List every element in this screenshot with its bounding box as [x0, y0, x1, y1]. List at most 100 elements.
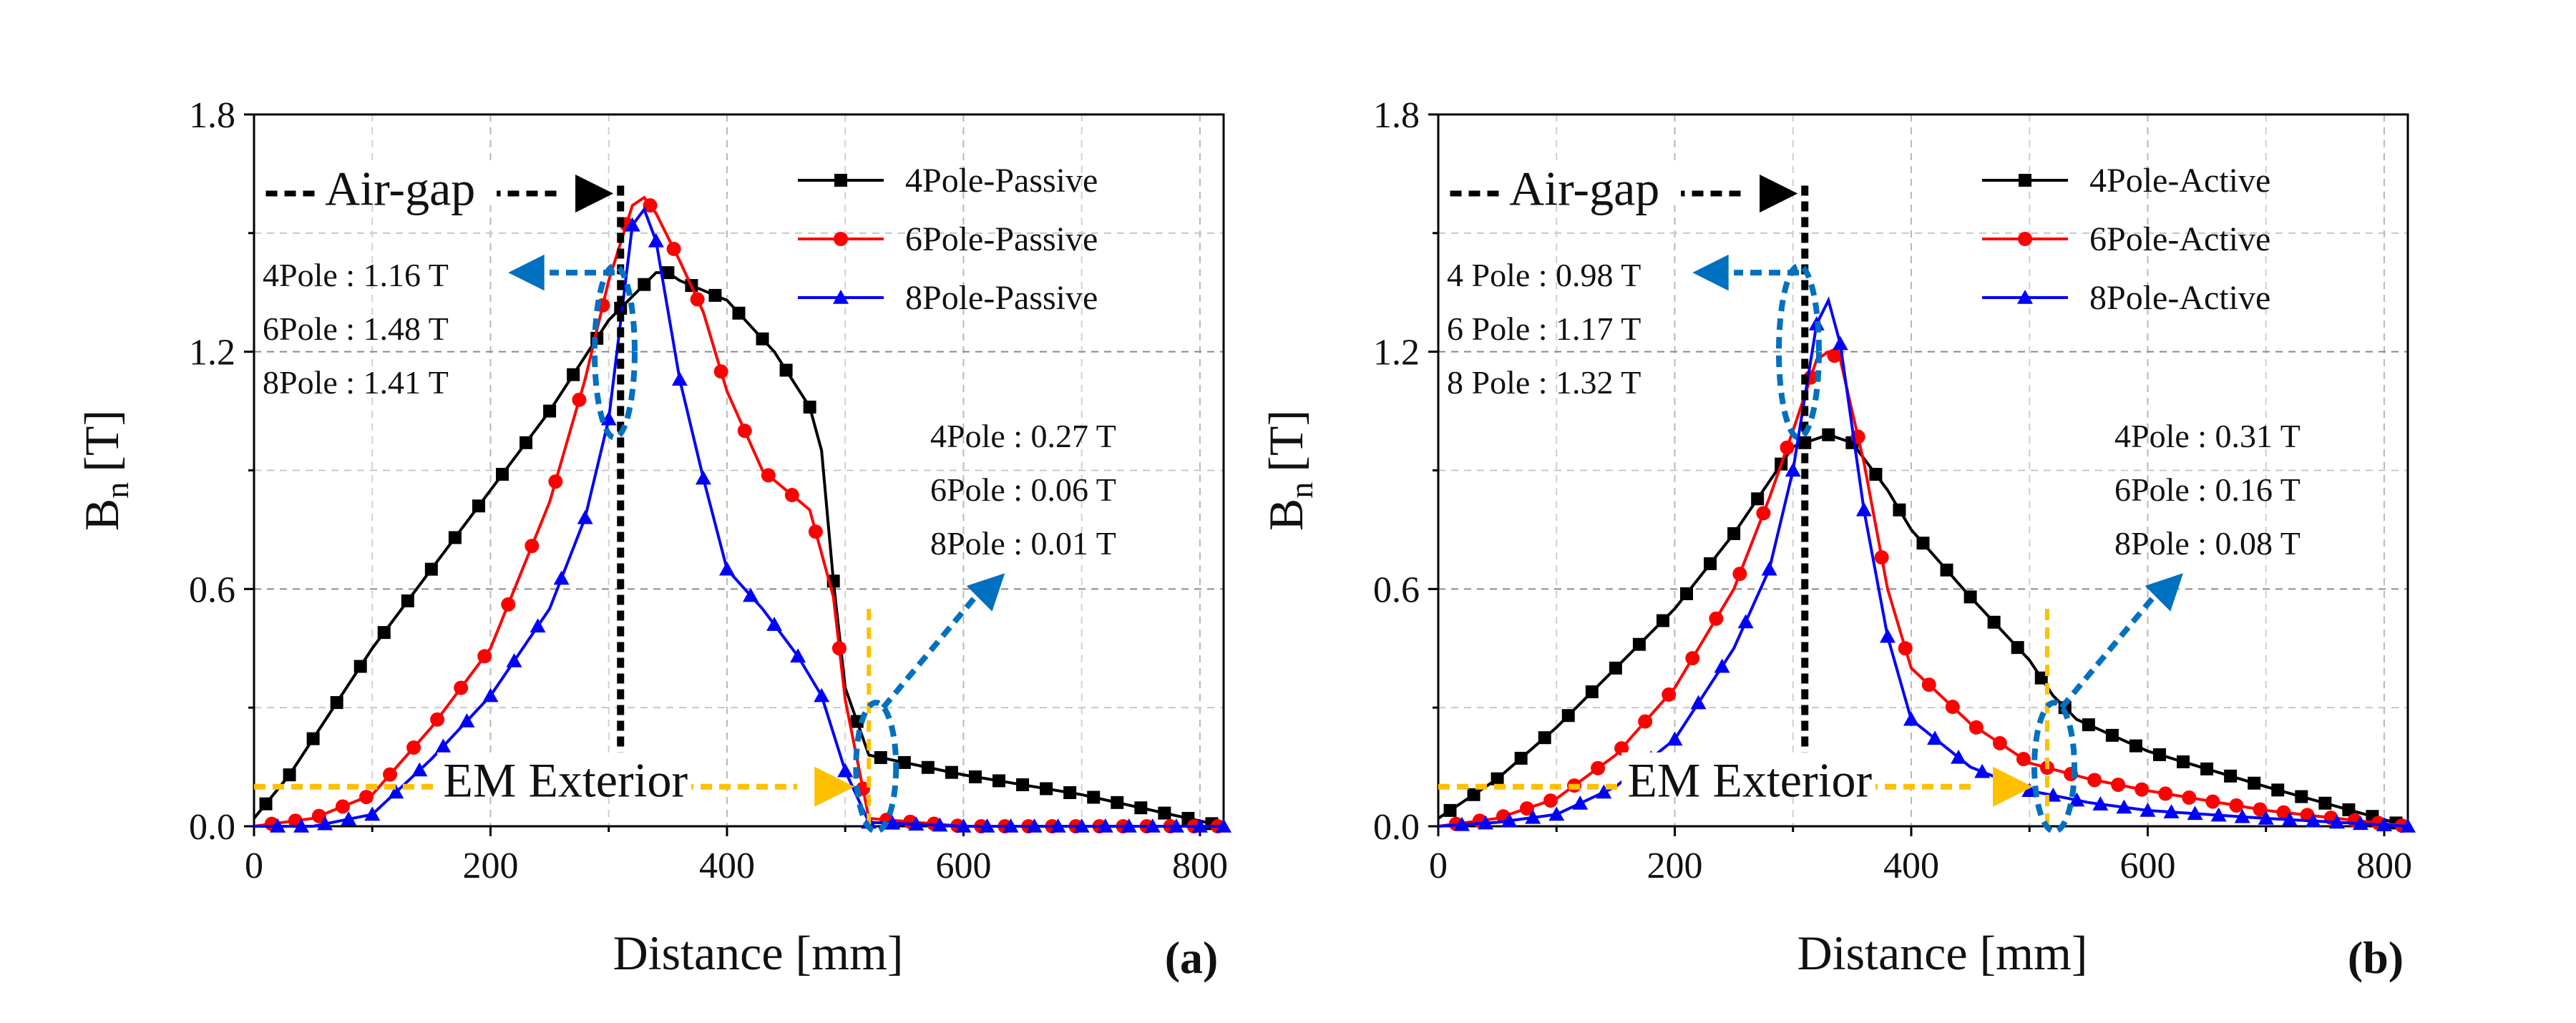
x-tick-label: 200: [1646, 846, 1702, 886]
exterior-value-text: 6Pole : 0.16 T: [2114, 471, 2301, 508]
data-point-8pole: [1050, 818, 1066, 833]
airgap-value-text: 4 Pole : 0.98 T: [1447, 257, 1641, 293]
exterior-callout-ellipse: [853, 700, 899, 835]
panel-label: (b): [2348, 932, 2404, 983]
data-point-4pole: [424, 562, 438, 576]
data-point-8pole: [979, 818, 995, 833]
data-point-4pole: [2342, 803, 2356, 816]
data-point-4pole: [1443, 803, 1457, 817]
data-point-6pole: [1685, 651, 1700, 666]
exterior-value-text: 8Pole : 0.01 T: [930, 525, 1116, 562]
data-point-6pole: [666, 241, 681, 256]
x-tick-label: 800: [1172, 846, 1228, 886]
data-point-8pole: [1191, 818, 1208, 833]
data-point-6pole: [1543, 793, 1558, 808]
data-point-8pole: [1216, 818, 1231, 833]
data-point-4pole: [1467, 788, 1480, 801]
y-axis-title-unit: [T]: [1259, 410, 1313, 472]
data-point-6pole: [690, 292, 705, 307]
data-point-6pole: [2111, 777, 2126, 792]
exterior-label-bg: [437, 752, 692, 797]
data-point-8pole: [718, 561, 735, 576]
data-point-4pole: [1585, 685, 1599, 699]
data-point-8pole: [600, 411, 617, 426]
data-point-8pole: [388, 784, 404, 799]
airgap-value-text: 4Pole : 1.16 T: [263, 257, 449, 293]
data-point-4pole: [448, 531, 462, 544]
data-point-8pole: [1903, 711, 1919, 726]
data-point-6pole: [383, 767, 398, 782]
data-point-4pole: [2034, 671, 2048, 685]
data-point-6pole: [643, 198, 658, 213]
y-axis-title-sub: n: [99, 482, 135, 499]
data-point-8pole: [1097, 818, 1113, 833]
data-point-6pole: [1709, 611, 1724, 626]
x-tick-label: 600: [935, 846, 991, 886]
exterior-label: EM Exterior: [1627, 753, 1872, 808]
data-point-8pole: [1596, 784, 1612, 799]
x-tick-label: 200: [462, 846, 518, 886]
data-point-8pole: [671, 371, 688, 386]
data-point-6pole: [2276, 805, 2291, 820]
data-point-8pole: [1855, 501, 1872, 517]
data-point-4pole: [1016, 778, 1030, 791]
data-point-8pole: [908, 816, 924, 831]
exterior-label-bg: [1621, 752, 1876, 797]
y-axis-title: Bn [T]: [1259, 410, 1319, 531]
data-point-8pole: [1832, 336, 1848, 351]
data-point-4pole: [1916, 537, 1930, 550]
data-point-8pole: [1761, 561, 1777, 576]
x-tick-label: 0: [1429, 846, 1448, 886]
data-point-4pole: [1704, 557, 1717, 570]
data-point-8pole: [1951, 749, 1967, 764]
data-point-4pole: [567, 368, 580, 381]
data-point-6pole: [1874, 550, 1889, 565]
exterior-value-text: 6Pole : 0.06 T: [930, 471, 1116, 508]
data-point-8pole: [341, 811, 357, 826]
data-point-8pole: [932, 817, 948, 832]
data-point-8pole: [411, 762, 428, 777]
data-point-6pole: [831, 641, 847, 656]
airgap-label-bg: [1502, 162, 1682, 205]
data-point-4pole: [1751, 492, 1765, 506]
data-point-6pole: [477, 649, 492, 664]
data-point-6pole: [2253, 802, 2268, 817]
data-point-8pole: [1667, 731, 1683, 746]
data-point-8pole: [766, 617, 783, 631]
data-point-8pole: [2400, 818, 2416, 833]
data-point-4pole: [2318, 796, 2332, 810]
data-point-8pole: [2092, 796, 2109, 811]
y-tick-label: 1.2: [189, 333, 235, 373]
y-axis-title-main: B: [74, 499, 129, 531]
data-point-4pole: [1940, 563, 1953, 577]
data-point-6pole: [358, 790, 374, 805]
data-point-8pole: [2352, 816, 2368, 831]
legend-label-4pole: 4Pole-Active: [2089, 162, 2270, 200]
data-point-8pole: [2187, 806, 2203, 821]
data-point-6pole: [1614, 741, 1629, 756]
data-point-4pole: [1963, 590, 1977, 604]
data-point-4pole: [2152, 748, 2166, 761]
data-point-8pole: [1144, 818, 1161, 833]
data-point-4pole: [2105, 728, 2119, 742]
data-point-4pole: [1087, 790, 1101, 804]
data-point-6pole: [1780, 440, 1795, 455]
data-point-8pole: [1737, 614, 1754, 629]
data-point-8pole: [530, 618, 546, 633]
data-point-4pole: [803, 401, 816, 414]
data-point-8pole: [1454, 816, 1470, 831]
y-axis-title-main: B: [1259, 499, 1313, 531]
data-point-4pole: [897, 755, 911, 769]
exterior-arrow-head: [1993, 766, 2034, 807]
data-point-8pole: [1927, 730, 1943, 745]
panel-label: (a): [1165, 932, 1219, 983]
data-point-8pole: [459, 713, 475, 728]
data-point-6pole: [1638, 714, 1653, 729]
x-tick-label: 400: [1883, 846, 1939, 886]
data-point-4pole: [496, 468, 509, 481]
airgap-label: Air-gap: [1509, 162, 1659, 216]
data-point-4pole: [1111, 796, 1124, 809]
data-point-8pole: [648, 232, 664, 248]
data-point-8pole: [2140, 802, 2156, 817]
data-point-6pole: [713, 364, 728, 379]
